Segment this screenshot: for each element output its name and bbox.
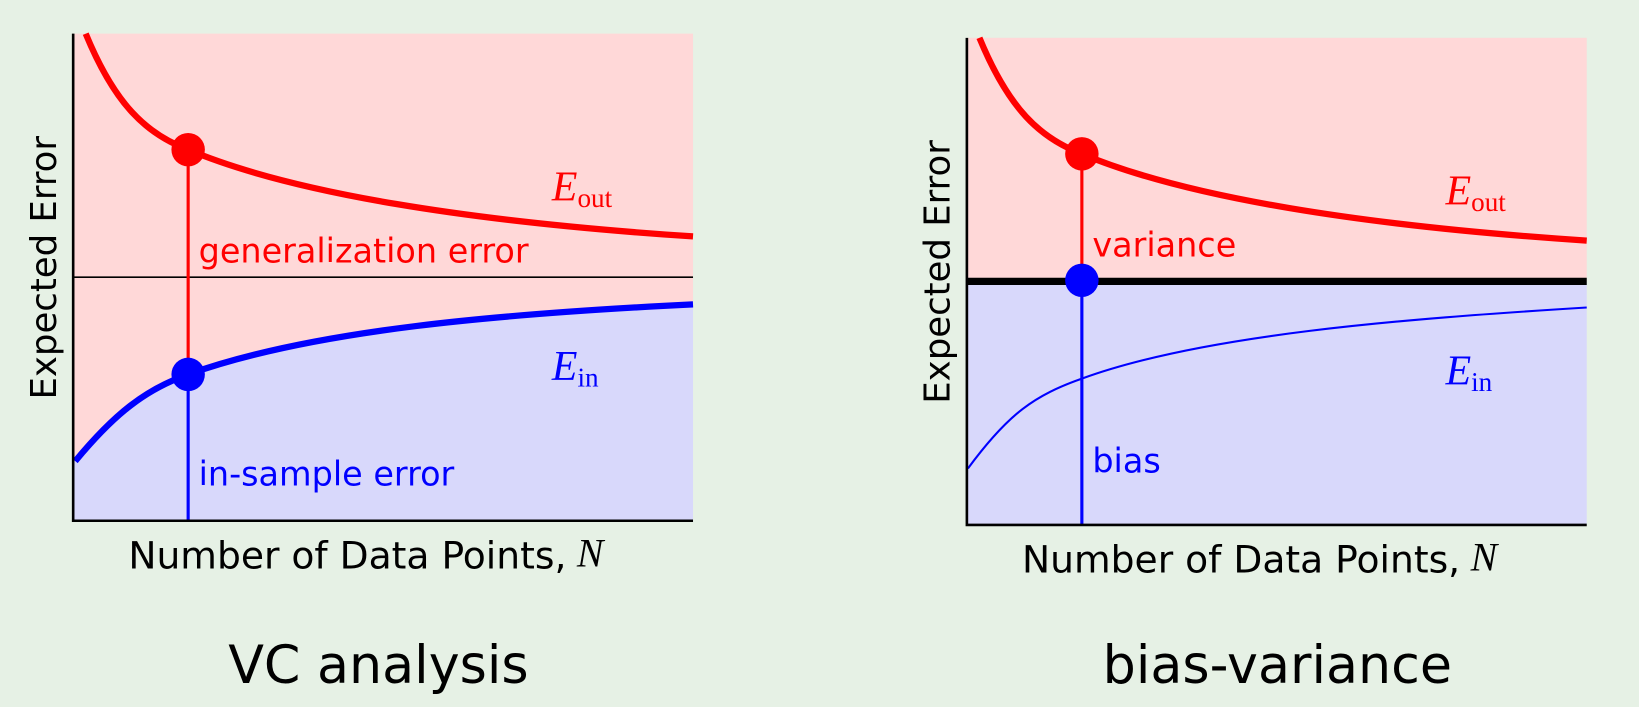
e-out-label: Eout [551,164,613,213]
blue-region [73,304,694,521]
e-out-base: E [551,164,578,210]
y-label: Expected Error [24,136,65,400]
in-dot [1065,263,1099,298]
e-out-sub: out [1471,187,1506,217]
e-in-curve [72,301,694,464]
x-label: Number of Data Points, N [128,531,606,576]
vc-panel: generalization error in-sample error Eou… [24,32,694,696]
bias-variance-panel: variance bias Eout Ein Expected Error Nu… [918,36,1587,696]
e-in-curve [967,306,1587,470]
x-label: Number of Data Points, N [1022,536,1500,581]
e-in-label: Ein [551,344,599,393]
e-in-sub: in [1471,367,1493,397]
upper-annotation: generalization error [199,232,529,271]
panel-title: bias-variance [1103,635,1452,696]
x-label-text: Number of Data Points, [128,533,566,577]
out-dot [1065,137,1099,171]
e-out-label: Eout [1445,168,1507,217]
in-dot [171,357,205,392]
pink-region [73,33,694,464]
e-in-label: Ein [1445,348,1493,397]
x-symbol: N [576,531,606,575]
axes [71,33,694,523]
pink-region [966,37,1587,282]
axes [965,37,1587,527]
e-in-base: E [1445,348,1472,394]
e-in-base: E [551,344,578,390]
upper-annotation: variance [1092,225,1236,264]
panel-title: VC analysis [228,635,528,696]
e-out-sub: out [577,183,612,213]
e-in-sub: in [577,363,599,393]
lower-annotation: in-sample error [199,454,455,493]
e-out-curve [976,36,1587,244]
x-symbol: N [1470,536,1500,580]
out-dot [171,132,205,167]
e-out-curve [82,32,694,240]
blue-region [966,281,1587,525]
lower-annotation: bias [1092,442,1160,481]
x-label-text: Number of Data Points, [1022,537,1460,581]
y-label: Expected Error [918,140,959,404]
e-out-base: E [1445,168,1472,214]
